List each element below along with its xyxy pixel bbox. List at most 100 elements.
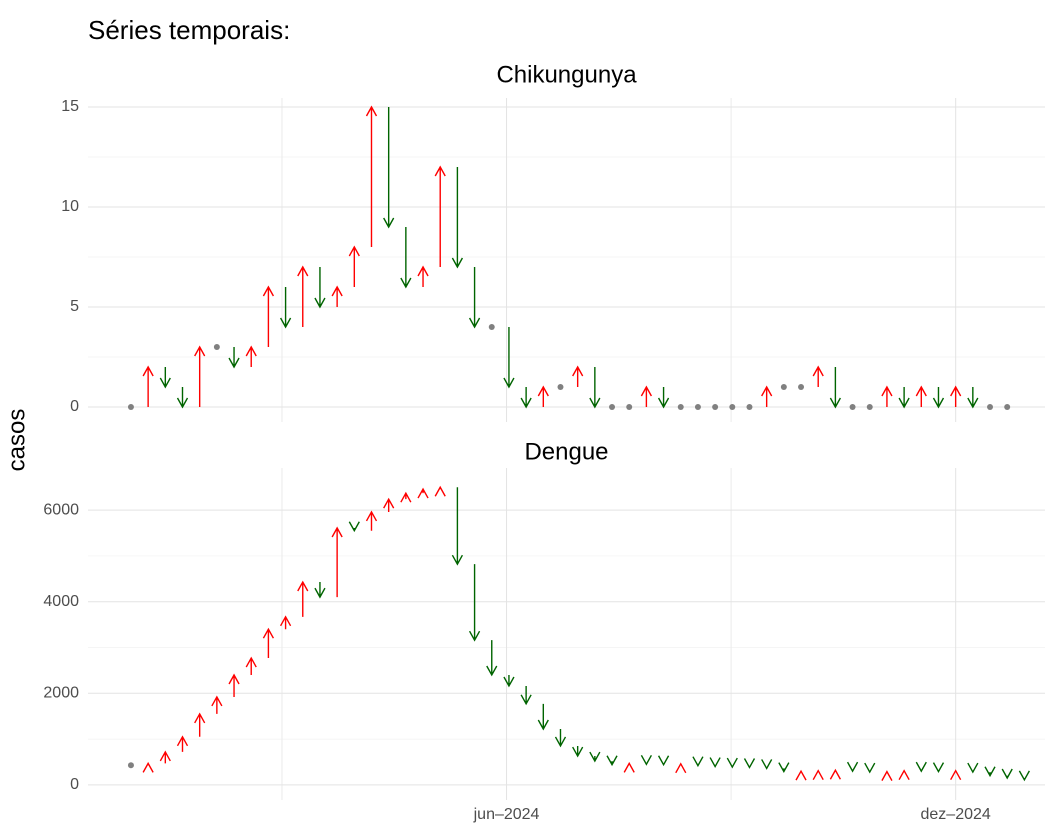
point (626, 404, 633, 410)
arrow (503, 327, 515, 389)
arrow (898, 387, 910, 409)
point (729, 404, 736, 410)
arrow (297, 265, 309, 327)
y-tick-label: 5 (70, 298, 79, 315)
arrow (967, 762, 979, 774)
y-tick-label: 4000 (43, 593, 79, 610)
arrow (159, 750, 171, 764)
arrow (984, 766, 996, 778)
arrow (950, 769, 962, 781)
arrow (262, 285, 275, 347)
arrow (400, 227, 412, 289)
arrow (245, 345, 257, 367)
page-title: Séries temporais: (88, 15, 290, 45)
arrow (142, 365, 154, 407)
point (1004, 404, 1011, 410)
arrow (572, 365, 584, 387)
point (557, 384, 564, 390)
arrow (572, 745, 584, 758)
arrow (228, 347, 240, 369)
arrow (726, 757, 738, 769)
point (488, 324, 495, 330)
x-tick-label: dez–2024 (921, 806, 991, 823)
arrow (915, 385, 927, 407)
arrow (383, 107, 395, 229)
arrow (434, 485, 446, 497)
y-tick-label: 15 (61, 98, 79, 115)
point (677, 404, 684, 410)
arrow (795, 769, 807, 781)
arrow (434, 165, 446, 267)
point (849, 404, 856, 410)
point (127, 762, 134, 769)
arrow (554, 729, 567, 748)
arrow (176, 735, 189, 752)
arrow (331, 285, 343, 307)
arrow (589, 367, 601, 409)
arrow (468, 564, 481, 642)
arrow (194, 345, 206, 407)
arrow (1001, 768, 1013, 780)
arrow (932, 387, 945, 409)
arrow (451, 487, 464, 566)
y-tick-label: 10 (61, 198, 79, 215)
arrow (881, 770, 893, 781)
point (866, 404, 873, 410)
y-tick-label: 0 (70, 776, 79, 793)
arrow (640, 754, 653, 766)
arrow (537, 703, 549, 731)
arrow (451, 167, 464, 269)
arrow (194, 712, 206, 737)
arrow (486, 640, 498, 677)
arrow (829, 367, 841, 409)
arrow (314, 582, 326, 599)
arrow (761, 385, 773, 407)
y-tick-label: 0 (70, 398, 79, 415)
arrow (675, 762, 687, 774)
point (694, 404, 701, 410)
arrow (743, 758, 756, 769)
arrow (297, 580, 309, 617)
y-tick-label: 6000 (43, 501, 79, 518)
x-tick-label: jun–2024 (473, 806, 540, 823)
arrow (778, 762, 790, 774)
arrow (657, 755, 670, 767)
arrow (812, 365, 824, 387)
arrow (950, 385, 962, 407)
arrow (692, 756, 704, 768)
arrow (915, 761, 927, 773)
arrow (348, 521, 360, 533)
arrow (245, 656, 257, 675)
arrow (365, 105, 378, 247)
arrow (383, 497, 395, 512)
arrow (864, 762, 876, 774)
point (213, 344, 220, 350)
arrow (417, 265, 429, 287)
arrow (898, 769, 910, 781)
arrow (365, 510, 378, 531)
arrow (537, 385, 549, 407)
point (798, 384, 805, 390)
panel-title: Chikungunya (496, 61, 637, 88)
point (780, 384, 787, 390)
arrow (400, 491, 412, 503)
arrow (331, 526, 343, 598)
point (127, 404, 134, 410)
arrow (606, 755, 618, 767)
arrow (881, 385, 893, 407)
arrow (967, 387, 979, 409)
arrow (228, 673, 240, 697)
arrow (623, 761, 635, 773)
arrow (176, 387, 189, 409)
panel-title: Dengue (524, 438, 608, 465)
arrow (468, 267, 481, 329)
arrow (348, 245, 360, 287)
arrow (1018, 770, 1030, 782)
arrow (812, 769, 824, 781)
point (987, 404, 994, 410)
arrow (159, 367, 171, 389)
arrow (589, 751, 601, 763)
arrow (279, 615, 292, 630)
arrow (314, 267, 326, 309)
